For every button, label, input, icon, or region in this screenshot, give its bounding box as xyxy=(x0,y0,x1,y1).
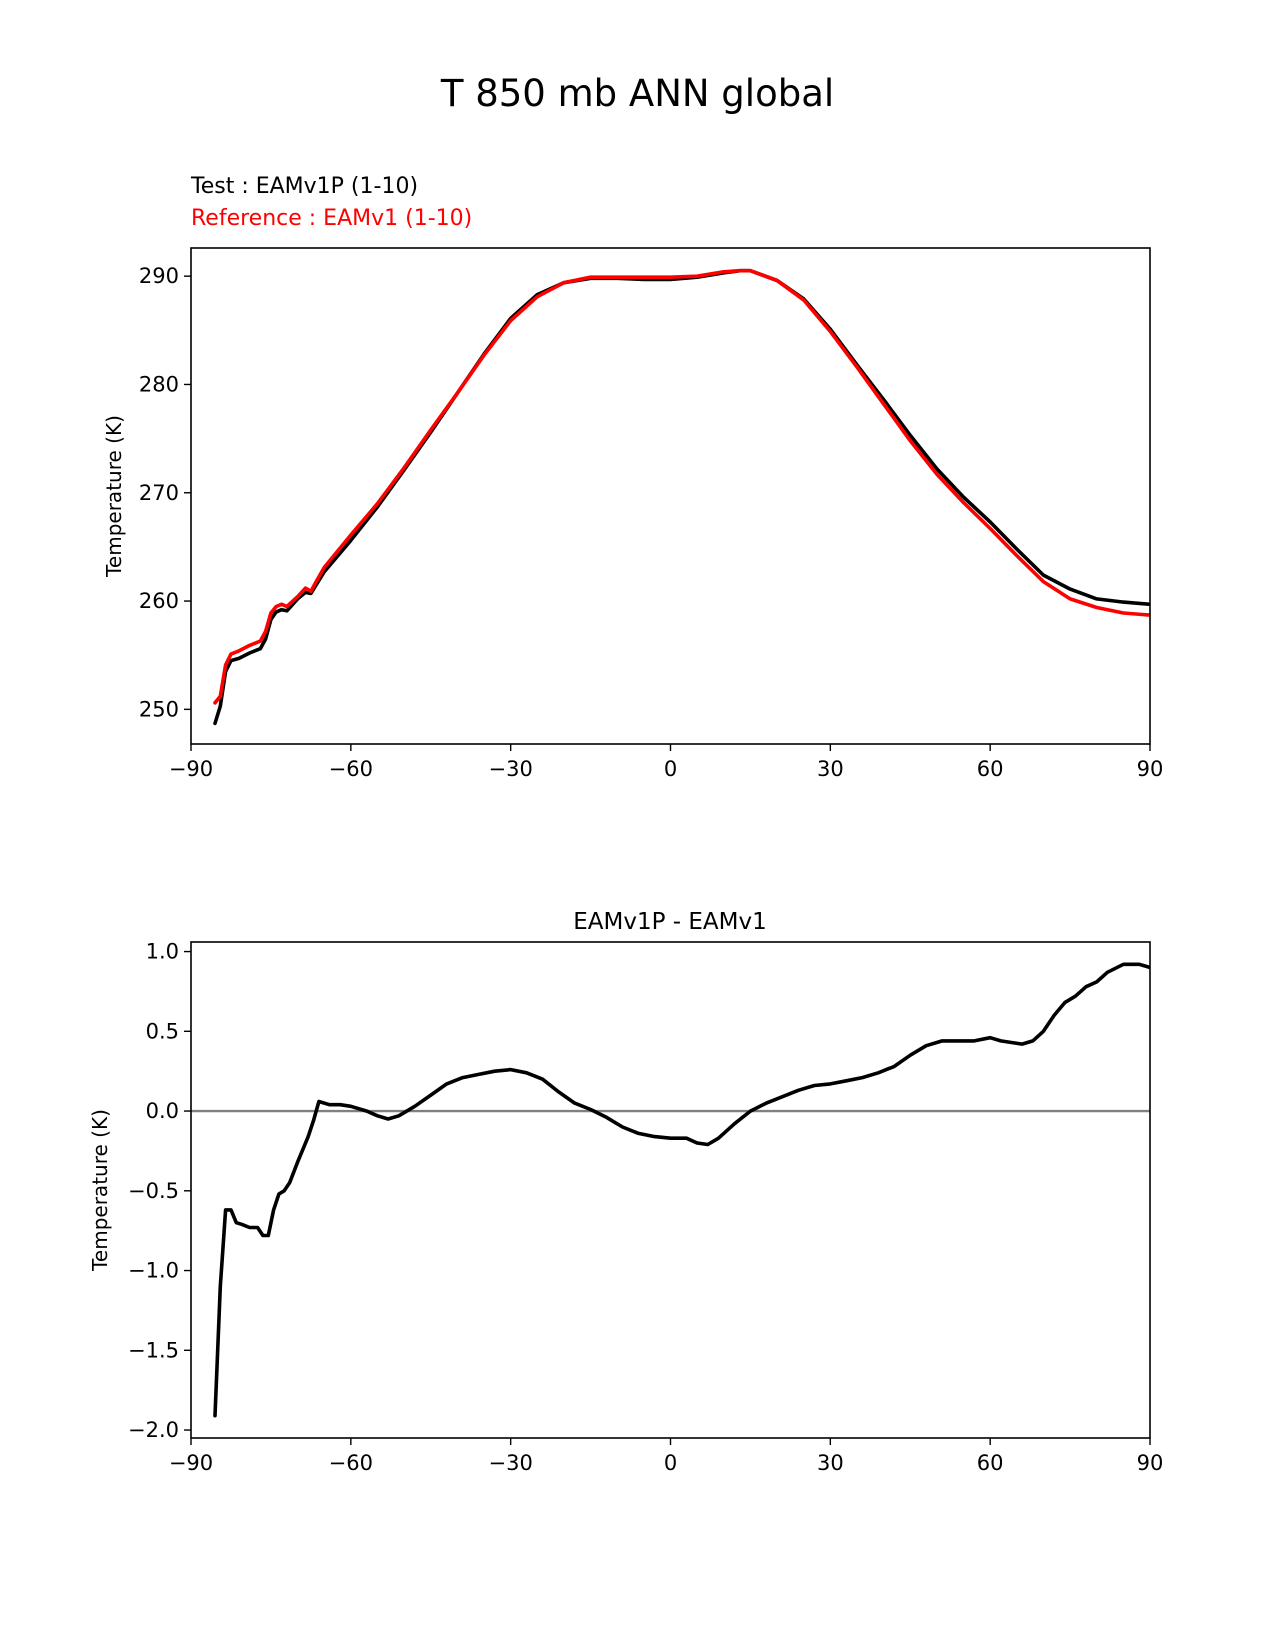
difference-panel: −90 −60 −30 0 30 60 90 1.0 0.5 0.0 −0.5 −1.0 −1.5 −2.… xyxy=(88,909,1163,1475)
x-tick-label: 30 xyxy=(817,1451,844,1475)
x-tick-label: 30 xyxy=(817,757,844,781)
y-tick-label: 260 xyxy=(139,589,179,613)
temperature-axes-frame xyxy=(190,247,1151,745)
x-tick-label: 0 xyxy=(664,1451,677,1475)
x-tick-label: −90 xyxy=(169,1451,213,1475)
x-tick-label: 60 xyxy=(977,757,1004,781)
test-series-line xyxy=(213,268,1150,726)
x-tick-label: −30 xyxy=(489,1451,533,1475)
reference-series-line xyxy=(213,268,1150,705)
temperature-plot-area: −90 −60 −30 0 30 60 90 250 260 270 280 290 xyxy=(139,264,1163,781)
x-tick-label: 90 xyxy=(1137,757,1164,781)
difference-y-axis-label: Temperature (K) xyxy=(88,1109,112,1272)
x-tick-label: −90 xyxy=(169,757,213,781)
x-tick-label: −30 xyxy=(489,757,533,781)
x-tick-label: −60 xyxy=(329,1451,373,1475)
figure-title: T 850 mb ANN global xyxy=(440,72,835,115)
y-tick-label: 290 xyxy=(139,264,179,288)
y-tick-label: 1.0 xyxy=(146,940,179,964)
y-tick-label: −1.5 xyxy=(128,1338,179,1362)
difference-series-line xyxy=(213,962,1150,1418)
y-tick-label: −0.5 xyxy=(128,1179,179,1203)
temperature-y-axis-label: Temperature (K) xyxy=(102,415,126,578)
y-tick-label: 270 xyxy=(139,481,179,505)
x-tick-label: 0 xyxy=(664,757,677,781)
test-label: Test : EAMv1P (1-10) xyxy=(191,174,419,199)
temperature-panel: −90 −60 −30 0 30 60 90 250 260 270 280 290 Temperat… xyxy=(102,247,1163,781)
reference-label: Reference : EAMv1 (1-10) xyxy=(191,206,473,231)
x-tick-label: 90 xyxy=(1137,1451,1164,1475)
x-tick-label: 60 xyxy=(977,1451,1004,1475)
y-tick-label: 0.5 xyxy=(146,1019,179,1043)
difference-axes-frame xyxy=(190,941,1151,1439)
y-tick-label: −1.0 xyxy=(128,1259,179,1283)
y-tick-label: 250 xyxy=(139,697,179,721)
x-tick-label: −60 xyxy=(329,757,373,781)
y-tick-label: −2.0 xyxy=(128,1418,179,1442)
difference-plot-area: −90 −60 −30 0 30 60 90 1.0 0.5 0.0 −0.5 −1.0 −1.5 −2.… xyxy=(128,940,1163,1475)
y-tick-label: 280 xyxy=(139,372,179,396)
y-tick-label: 0.0 xyxy=(146,1099,179,1123)
difference-title: EAMv1P - EAMv1 xyxy=(573,909,767,935)
